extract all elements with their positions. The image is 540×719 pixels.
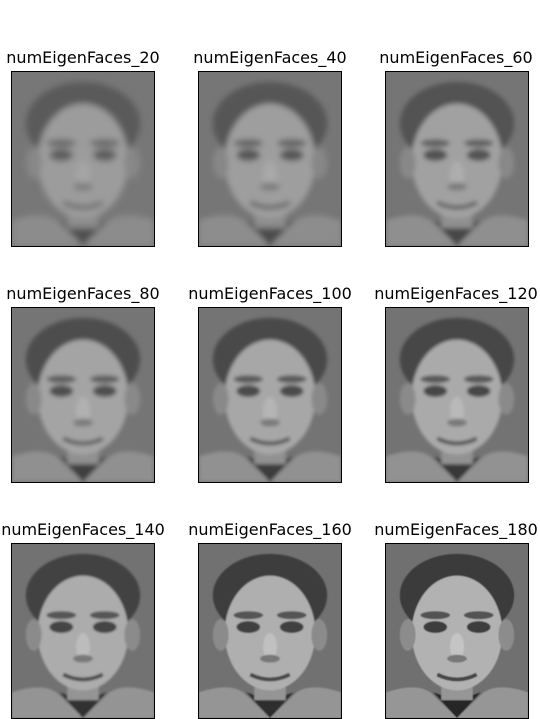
- face-image-6: [385, 307, 529, 483]
- face-image-1: [11, 71, 155, 247]
- panel-title-5: numEigenFaces_100: [188, 284, 352, 303]
- face-image-4: [11, 307, 155, 483]
- face-image-5: [198, 307, 342, 483]
- panel-title-1: numEigenFaces_20: [6, 48, 160, 67]
- face-image-9: [385, 543, 529, 719]
- face-image-8: [198, 543, 342, 719]
- panel-title-8: numEigenFaces_160: [188, 520, 352, 539]
- face-image-7: [11, 543, 155, 719]
- face-image-2: [198, 71, 342, 247]
- panel-title-7: numEigenFaces_140: [1, 520, 165, 539]
- panel-title-2: numEigenFaces_40: [193, 48, 347, 67]
- panel-title-9: numEigenFaces_180: [374, 520, 538, 539]
- face-image-3: [385, 71, 529, 247]
- panel-title-4: numEigenFaces_80: [6, 284, 160, 303]
- panel-title-3: numEigenFaces_60: [379, 48, 533, 67]
- panel-title-6: numEigenFaces_120: [374, 284, 538, 303]
